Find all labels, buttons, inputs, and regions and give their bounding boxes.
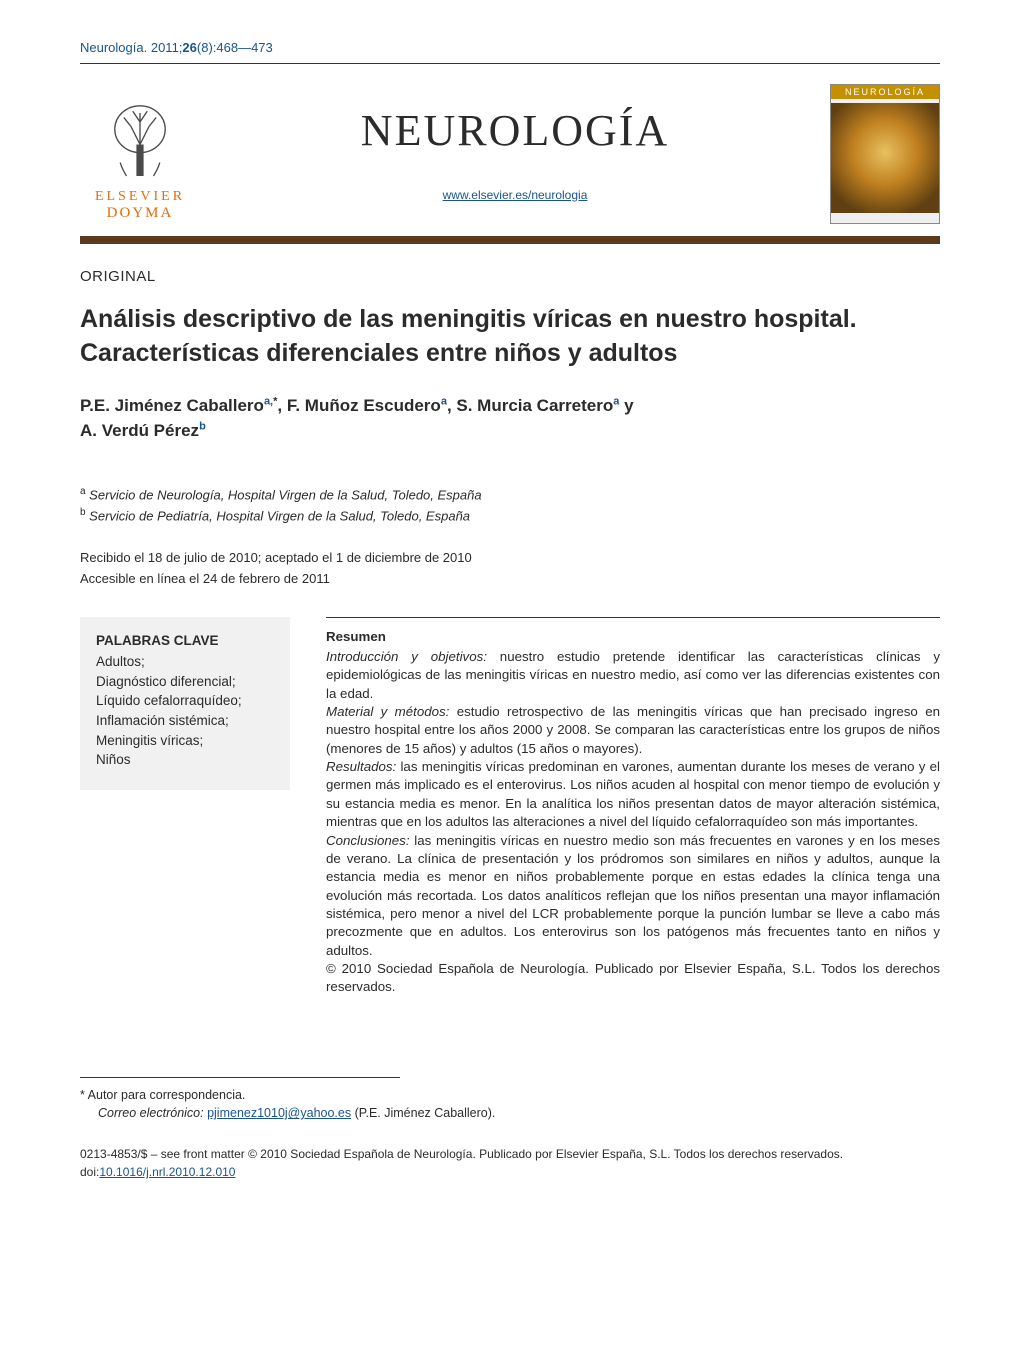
aff-a-text: Servicio de Neurología, Hospital Virgen …: [86, 487, 482, 502]
footer-copyright: 0213-4853/$ – see front matter © 2010 So…: [80, 1145, 940, 1181]
concl-label: Conclusiones:: [326, 833, 410, 848]
author-4-aff: b: [199, 420, 206, 432]
footnote-separator: [80, 1077, 400, 1078]
abstract-rule: [326, 617, 940, 618]
keywords-heading: PALABRAS CLAVE: [96, 631, 274, 651]
corresp-text: Autor para correspondencia.: [85, 1088, 246, 1102]
divider-bar: [80, 236, 940, 244]
affiliations: a Servicio de Neurología, Hospital Virge…: [80, 484, 940, 527]
intro-label: Introducción y objetivos:: [326, 649, 487, 664]
citation-pages: 468—473: [216, 40, 272, 55]
article-type: ORIGINAL: [80, 268, 940, 285]
corresp-email-line: Correo electrónico: pjimenez1010j@yahoo.…: [98, 1104, 940, 1123]
masthead-center: NEUROLOGÍA www.elsevier.es/neurologia: [220, 105, 810, 204]
keywords-box: PALABRAS CLAVE Adultos; Diagnóstico dife…: [80, 617, 290, 790]
keyword-item: Líquido cefalorraquídeo;: [96, 691, 274, 711]
keyword-item: Niños: [96, 750, 274, 770]
article-title: Análisis descriptivo de las meningitis v…: [80, 303, 940, 371]
cover-footer: [831, 213, 939, 223]
keyword-item: Diagnóstico diferencial;: [96, 672, 274, 692]
running-head: Neurología. 2011;26(8):468—473: [80, 40, 940, 55]
keyword-item: Adultos;: [96, 652, 274, 672]
issn-line: 0213-4853/$ – see front matter © 2010 So…: [80, 1145, 940, 1163]
concl-text: las meningitis víricas en nuestro medio …: [326, 833, 940, 958]
citation-vol: 26: [182, 40, 196, 55]
corresp-note: * Autor para correspondencia.: [80, 1086, 940, 1105]
author-4: A. Verdú Pérez: [80, 421, 199, 440]
doyma-wordmark: DOYMA: [107, 205, 174, 222]
cover-art: [831, 103, 939, 213]
abstract-copyright: © 2010 Sociedad Española de Neurología. …: [326, 960, 940, 997]
abstract-conclusions: Conclusiones: las meningitis víricas en …: [326, 832, 940, 960]
article-dates: Recibido el 18 de julio de 2010; aceptad…: [80, 548, 940, 588]
journal-title: NEUROLOGÍA: [220, 105, 810, 156]
keyword-item: Meningitis víricas;: [96, 731, 274, 751]
doi-line: doi:10.1016/j.nrl.2010.12.010: [80, 1163, 940, 1181]
masthead: ELSEVIER DOYMA NEUROLOGÍA www.elsevier.e…: [80, 84, 940, 224]
online-date: Accesible en línea el 24 de febrero de 2…: [80, 571, 330, 586]
citation-issue: (8):: [197, 40, 217, 55]
methods-label: Material y métodos:: [326, 704, 449, 719]
citation-year: 2011;: [151, 40, 183, 55]
corresp-author-name: (P.E. Jiménez Caballero).: [351, 1106, 495, 1120]
cover-label: NEUROLOGÍA: [831, 85, 939, 99]
header-rule: [80, 63, 940, 64]
aff-b-text: Servicio de Pediatría, Hospital Virgen d…: [86, 508, 470, 523]
author-list: P.E. Jiménez Caballeroa,*, F. Muñoz Escu…: [80, 393, 940, 444]
journal-url-link[interactable]: www.elsevier.es/neurologia: [443, 188, 588, 202]
publisher-logo: ELSEVIER DOYMA: [80, 87, 200, 222]
keyword-item: Inflamación sistémica;: [96, 711, 274, 731]
doi-prefix: doi:: [80, 1165, 99, 1179]
results-text: las meningitis víricas predominan en var…: [326, 759, 940, 829]
citation-link[interactable]: Neurología. 2011;26(8):468—473: [80, 40, 273, 55]
abstract-body: Resumen Introducción y objetivos: nuestr…: [326, 617, 940, 997]
journal-cover-thumbnail: NEUROLOGÍA: [830, 84, 940, 224]
received-date: Recibido el 18 de julio de 2010; aceptad…: [80, 550, 472, 565]
author-2-sep: , F. Muñoz Escudero: [277, 396, 440, 415]
abstract-heading: Resumen: [326, 628, 940, 646]
footnotes: * Autor para correspondencia. Correo ele…: [80, 1086, 940, 1124]
email-label: Correo electrónico:: [98, 1106, 207, 1120]
elsevier-wordmark: ELSEVIER: [95, 189, 185, 205]
elsevier-tree-icon: [95, 95, 185, 185]
corresp-email-link[interactable]: pjimenez1010j@yahoo.es: [207, 1106, 351, 1120]
abstract-container: PALABRAS CLAVE Adultos; Diagnóstico dife…: [80, 617, 940, 997]
abstract-intro: Introducción y objetivos: nuestro estudi…: [326, 648, 940, 703]
author-and: y: [619, 396, 633, 415]
author-1: P.E. Jiménez Caballero: [80, 396, 264, 415]
abstract-results: Resultados: las meningitis víricas predo…: [326, 758, 940, 831]
results-label: Resultados:: [326, 759, 396, 774]
author-3-sep: , S. Murcia Carretero: [447, 396, 613, 415]
journal-abbrev: Neurología.: [80, 40, 147, 55]
abstract-methods: Material y métodos: estudio retrospectiv…: [326, 703, 940, 758]
author-1-aff: a,: [264, 395, 273, 407]
doi-link[interactable]: 10.1016/j.nrl.2010.12.010: [99, 1165, 235, 1179]
